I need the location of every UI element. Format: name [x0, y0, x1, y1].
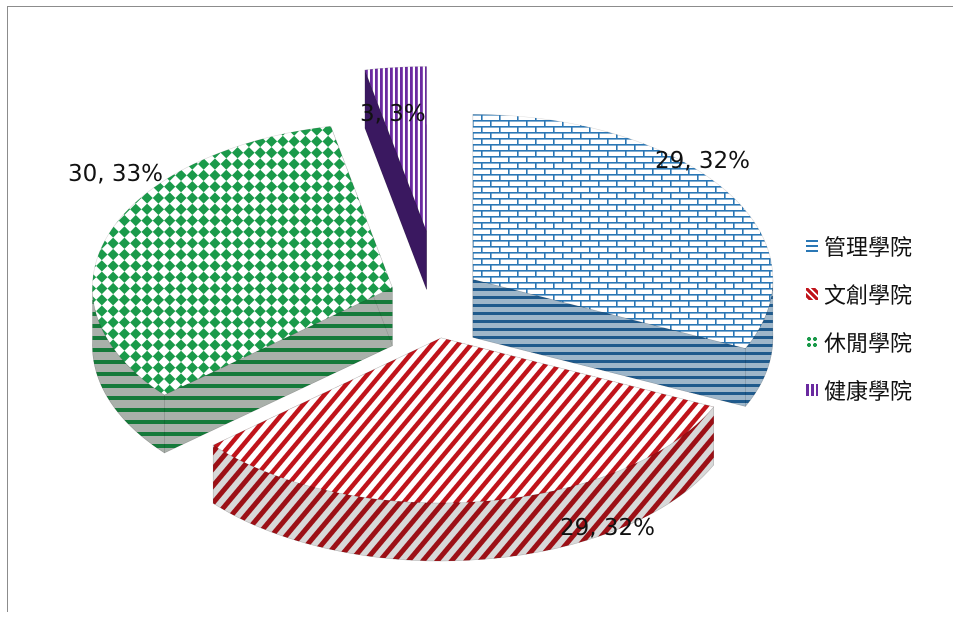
legend-item-management: 管理學院 — [806, 222, 912, 270]
legend-swatch-creative — [806, 288, 818, 300]
legend-label-health: 健康學院 — [824, 380, 913, 405]
slice-leisure — [92, 125, 393, 396]
legend-label-management: 管理學院 — [824, 236, 913, 261]
legend-swatch-health — [806, 384, 818, 396]
pie-slices — [92, 66, 774, 562]
legend-swatch-management — [806, 240, 818, 252]
legend-item-leisure: 休閒學院 — [806, 318, 912, 366]
slice-creative — [212, 337, 715, 504]
legend-label-creative: 文創學院 — [824, 284, 913, 309]
legend: 管理學院 文創學院 休閒學院 健康學院 — [806, 222, 912, 414]
slice-leisure-wall — [92, 287, 165, 454]
legend-item-creative: 文創學院 — [806, 270, 912, 318]
slice-health — [364, 66, 427, 232]
chart-frame — [7, 6, 953, 612]
legend-swatch-leisure — [806, 336, 818, 348]
slice-management — [472, 114, 774, 349]
legend-label-leisure: 休閒學院 — [824, 332, 913, 357]
slice-label-leisure: 30, 33% — [68, 161, 163, 187]
slice-label-health: 3, 3% — [360, 101, 426, 127]
slice-label-management: 29, 32% — [655, 148, 750, 174]
slice-label-creative: 29, 32% — [560, 515, 655, 541]
slice-management-wall — [745, 279, 774, 408]
legend-item-health: 健康學院 — [806, 366, 912, 414]
